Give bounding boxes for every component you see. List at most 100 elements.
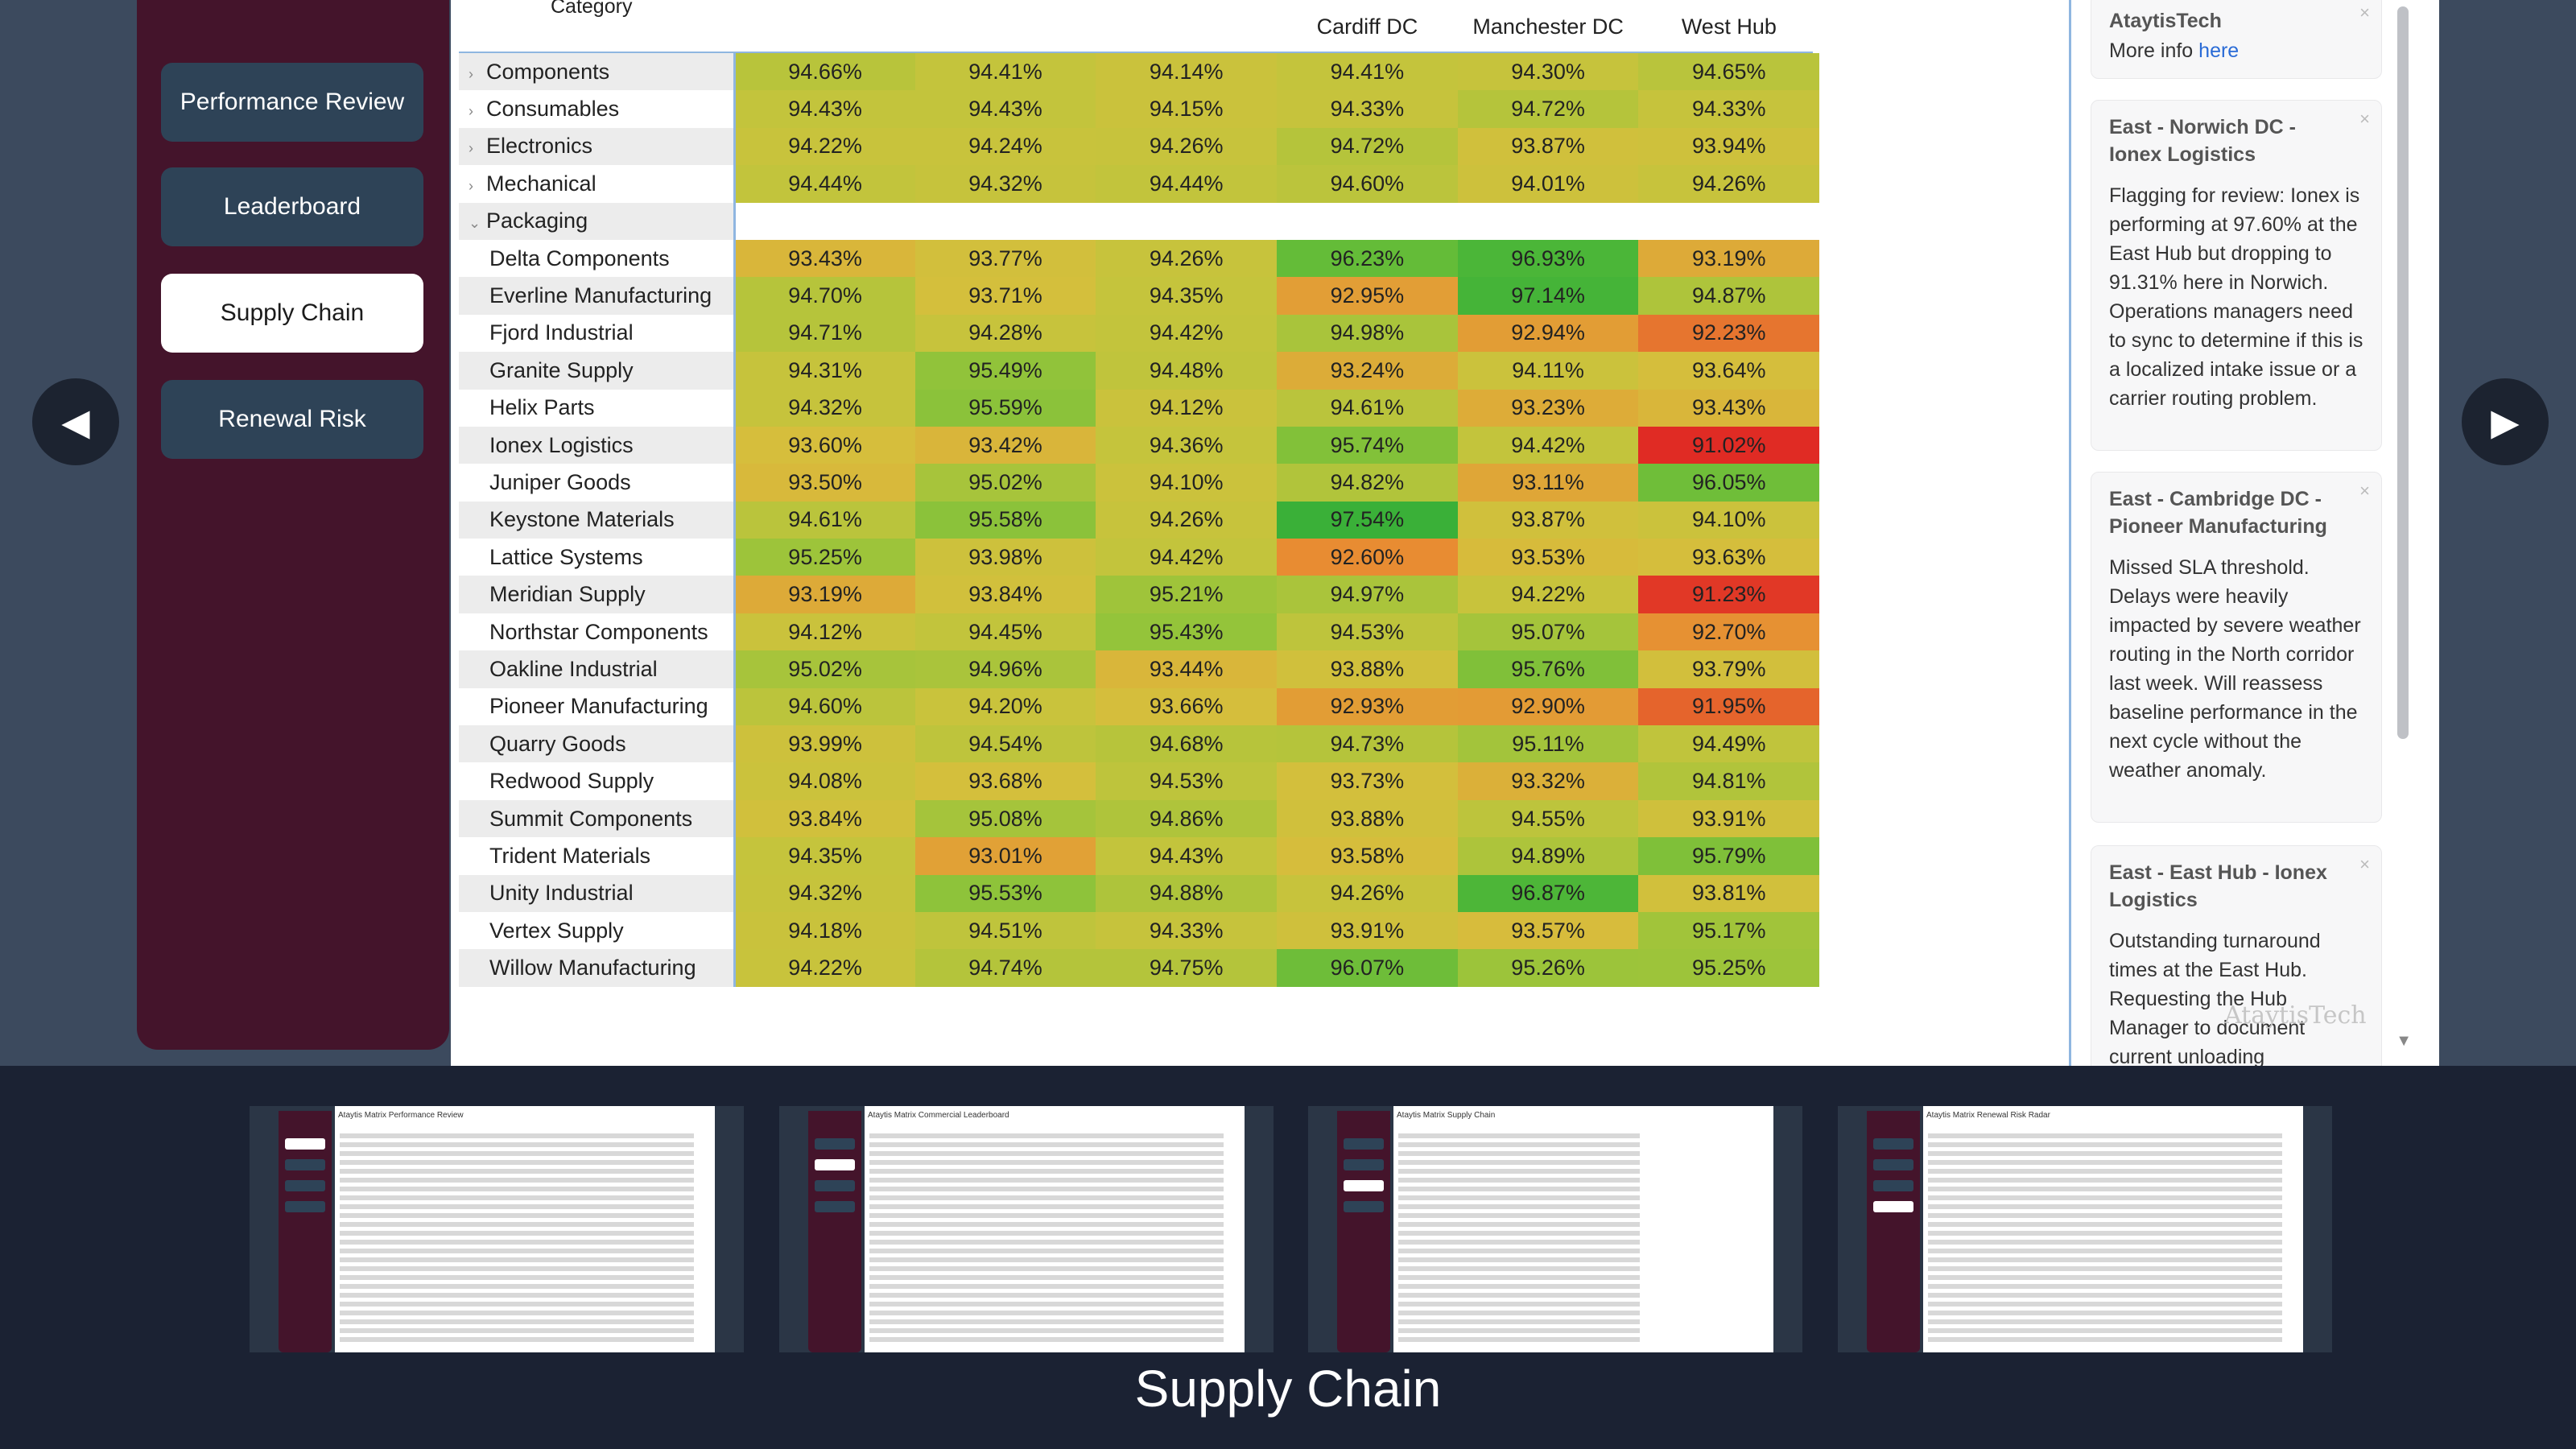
row-label[interactable]: ⌄ Packaging <box>459 202 736 240</box>
row-label[interactable]: › Consumables <box>459 90 736 128</box>
matrix-cell: 94.15% <box>1096 90 1278 128</box>
row-label-text: Oakline Industrial <box>489 656 658 681</box>
thumbnail-row <box>1928 1142 2282 1147</box>
matrix-cell: 94.08% <box>734 762 915 800</box>
thumbnail-row <box>1398 1293 1640 1298</box>
previous-slide-button[interactable]: ◀ <box>32 378 119 465</box>
sidebar-item-label: Performance Review <box>180 89 405 115</box>
row-label-text: Quarry Goods <box>489 731 626 756</box>
thumbnail-row <box>1928 1337 2282 1342</box>
thumbnail-row <box>340 1293 694 1298</box>
matrix-cell: 93.44% <box>1096 650 1278 688</box>
scroll-down-icon[interactable]: ▼ <box>2396 1032 2412 1050</box>
matrix-cell: 94.82% <box>1277 464 1458 502</box>
category-row[interactable]: › Electronics 94.22% 94.24% 94.26% 94.72% 93.8… <box>459 127 1820 166</box>
slide-thumbnail[interactable]: Ataytis Matrix Renewal Risk Radar <box>1838 1106 2332 1352</box>
thumbnail-row <box>1398 1204 1640 1209</box>
thumbnail-sidebar-button <box>285 1201 325 1212</box>
matrix-cell: 93.42% <box>914 426 1096 464</box>
row-label[interactable]: › Mechanical <box>459 165 736 203</box>
row-label: Everline Manufacturing <box>459 277 736 315</box>
row-label-text: Summit Components <box>489 806 693 831</box>
thumbnail-row <box>869 1178 1224 1183</box>
thumbnail-row <box>1928 1169 2282 1174</box>
matrix-cell: 93.99% <box>734 725 915 763</box>
sidebar-item-label: Renewal Risk <box>218 406 366 432</box>
matrix-cell: 93.57% <box>1457 911 1639 950</box>
thumbnail-row <box>869 1275 1224 1280</box>
chevron-down-icon[interactable]: ⌄ <box>469 215 481 232</box>
matrix-cell: 93.98% <box>914 539 1096 576</box>
sidebar-item-performance-review[interactable]: Performance Review <box>161 63 423 142</box>
chevron-right-icon[interactable]: › <box>469 177 473 194</box>
next-slide-button[interactable]: ▶ <box>2462 378 2549 465</box>
thumbnail-row <box>1398 1275 1640 1280</box>
matrix-cell: 92.23% <box>1638 314 1820 353</box>
matrix-cell: 94.51% <box>914 911 1096 950</box>
sidebar-item-supply-chain[interactable]: Supply Chain <box>161 274 423 353</box>
thumbnail-row <box>869 1257 1224 1262</box>
close-icon[interactable]: × <box>2359 2 2370 23</box>
category-row[interactable]: › Components 94.66% 94.41% 94.14% 94.41% 94.30… <box>459 53 1820 91</box>
close-icon[interactable]: × <box>2359 109 2370 129</box>
matrix-cell: 93.71% <box>914 277 1096 315</box>
thumbnail-row <box>1928 1275 2282 1280</box>
matrix-cell <box>1277 202 1458 240</box>
row-label-text: Keystone Materials <box>489 507 675 532</box>
column-header: West Hub <box>1681 14 1777 39</box>
matrix-cell: 92.94% <box>1457 314 1639 353</box>
scrollbar-thumb[interactable] <box>2397 6 2409 739</box>
matrix-cell: 93.50% <box>734 464 915 502</box>
slide-thumbnail[interactable]: Ataytis Matrix Supply Chain <box>1308 1106 1802 1352</box>
thumbnail-row <box>340 1240 694 1245</box>
matrix-cell: 92.60% <box>1277 539 1458 576</box>
table-row: Fjord Industrial 94.71% 94.28% 94.42% 94.98%… <box>459 314 1820 353</box>
matrix-cell: 93.73% <box>1277 762 1458 800</box>
matrix-cell: 91.02% <box>1638 426 1820 464</box>
more-info-link[interactable]: here <box>2198 39 2240 62</box>
row-label: Helix Parts <box>459 389 736 427</box>
table-row: Ionex Logistics 93.60% 93.42% 94.36% 95.74% 9… <box>459 426 1820 464</box>
chevron-right-icon[interactable]: › <box>469 103 473 120</box>
matrix-cell: 95.11% <box>1457 725 1639 763</box>
slide-thumbnail[interactable]: Ataytis Matrix Commercial Leaderboard <box>779 1106 1274 1352</box>
slide-caption: Supply Chain <box>1134 1360 1442 1418</box>
matrix-cell: 94.71% <box>734 314 915 353</box>
row-label[interactable]: › Electronics <box>459 127 736 166</box>
close-icon[interactable]: × <box>2359 854 2370 874</box>
row-label: Keystone Materials <box>459 501 736 539</box>
row-label: Delta Components <box>459 239 736 278</box>
matrix-cell: 94.26% <box>1277 874 1458 912</box>
comment-body: Flagging for review: Ionex is performing… <box>2109 184 2363 410</box>
matrix-cell: 94.81% <box>1638 762 1820 800</box>
category-row[interactable]: ⌄ Packaging <box>459 202 1820 240</box>
matrix-cell: 94.11% <box>1457 352 1639 390</box>
slide-thumbnail[interactable]: Ataytis Matrix Performance Review <box>250 1106 744 1352</box>
matrix-cell: 94.10% <box>1638 501 1820 539</box>
matrix-cell: 94.30% <box>1457 53 1639 91</box>
category-column-header: Category <box>551 0 633 18</box>
matrix-cell: 94.54% <box>914 725 1096 763</box>
thumbnail-title: Ataytis Matrix Renewal Risk Radar <box>1926 1111 2050 1120</box>
thumbnail-row <box>869 1195 1224 1200</box>
comment-card: East - Cambridge DC - Pioneer Manufactur… <box>2091 472 2382 823</box>
matrix-cell <box>1638 202 1820 240</box>
sidebar-item-renewal-risk[interactable]: Renewal Risk <box>161 380 423 459</box>
thumbnail-row <box>340 1302 694 1307</box>
chevron-right-icon[interactable]: › <box>469 140 473 157</box>
close-icon[interactable]: × <box>2359 481 2370 501</box>
comment-body: Outstanding turnaround times at the East… <box>2109 930 2321 1068</box>
matrix-cell <box>1096 202 1278 240</box>
row-label-text: Pioneer Manufacturing <box>489 694 708 719</box>
thumbnail-page: Ataytis Matrix Renewal Risk Radar <box>1923 1106 2303 1352</box>
chevron-right-icon[interactable]: › <box>469 65 473 82</box>
sidebar-item-leaderboard[interactable]: Leaderboard <box>161 167 423 246</box>
matrix-cell: 97.54% <box>1277 501 1458 539</box>
category-row[interactable]: › Consumables 94.43% 94.43% 94.15% 94.33% 94.7… <box>459 90 1820 128</box>
matrix-cell: 94.33% <box>1638 90 1820 128</box>
matrix-cell: 93.77% <box>914 239 1096 278</box>
matrix-cell: 94.45% <box>914 613 1096 651</box>
category-row[interactable]: › Mechanical 94.44% 94.32% 94.44% 94.60% 94.01… <box>459 165 1820 203</box>
row-label[interactable]: › Components <box>459 53 736 91</box>
thumbnail-row <box>1928 1160 2282 1165</box>
